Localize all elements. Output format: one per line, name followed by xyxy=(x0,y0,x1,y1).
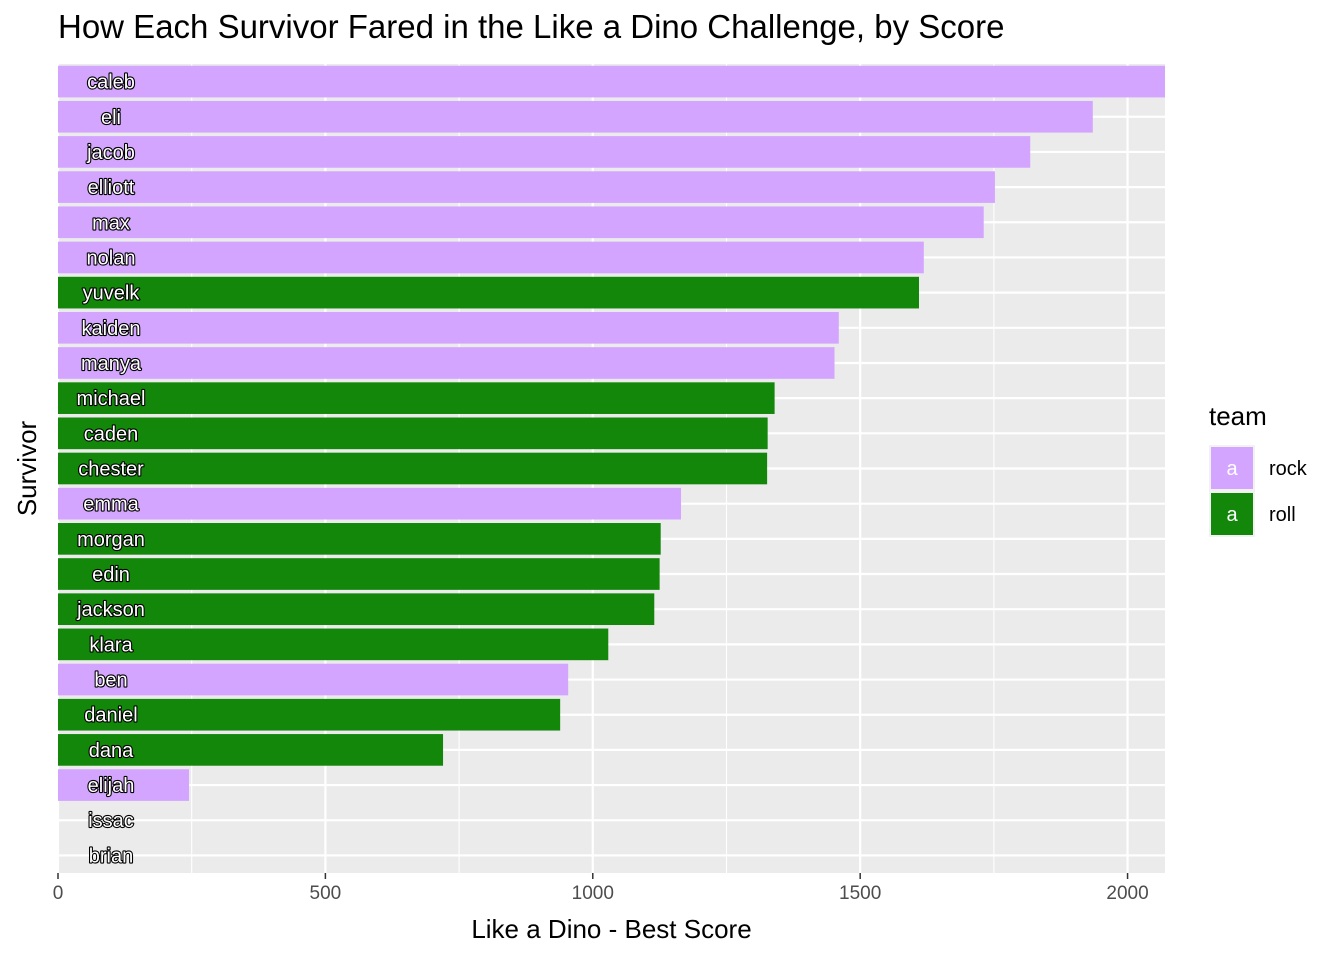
legend-label-roll: roll xyxy=(1269,504,1296,526)
bar-chester xyxy=(58,452,768,485)
bar-label: chester xyxy=(78,459,144,481)
y-axis-title: Survivor xyxy=(12,420,42,516)
bar-yuvelk xyxy=(58,276,919,309)
x-axis: 0 500 1000 1500 2000 xyxy=(53,873,1149,904)
bar-label: klara xyxy=(89,634,133,656)
bar-michael xyxy=(58,382,775,414)
bar-label: michael xyxy=(77,388,146,410)
bar-label: brian xyxy=(89,845,133,867)
chart-title: How Each Survivor Fared in the Like a Di… xyxy=(58,8,1005,45)
bar-ben xyxy=(58,663,569,696)
bar-label: morgan xyxy=(77,529,145,551)
legend-label-rock: rock xyxy=(1269,458,1308,480)
bar-elijah xyxy=(58,769,190,801)
bar-label: eli xyxy=(101,107,121,129)
bar-daniel xyxy=(58,698,561,731)
legend-key-rock xyxy=(1211,447,1253,489)
bar-label: elijah xyxy=(88,775,135,797)
legend: team a rock a roll xyxy=(1209,401,1308,537)
bar-elliott xyxy=(58,171,995,203)
bar-label: emma xyxy=(83,494,139,516)
bar-eli xyxy=(58,100,1093,133)
x-tick-label: 1000 xyxy=(572,883,614,904)
legend-key-roll xyxy=(1211,493,1253,535)
legend-key-letter: a xyxy=(1226,458,1238,480)
legend-key-letter: a xyxy=(1226,504,1238,526)
legend-title: team xyxy=(1209,401,1267,431)
bar-label: jacob xyxy=(86,142,135,164)
bar-jackson xyxy=(58,593,655,626)
bar-label: issac xyxy=(88,810,134,832)
bar-label: caden xyxy=(84,423,139,445)
bar-klara xyxy=(58,628,609,661)
bar-label: ben xyxy=(94,670,127,692)
bar-label: daniel xyxy=(84,705,137,727)
bar-label: kaiden xyxy=(82,318,141,340)
bar-dana xyxy=(58,734,444,766)
bar-labels: caleb eli jacob elliott max nolan yuvelk kaiden… xyxy=(75,70,147,868)
bar-edin xyxy=(58,558,660,590)
bar-morgan xyxy=(58,523,661,555)
bar-jacob xyxy=(58,136,1031,168)
x-axis-title: Like a Dino - Best Score xyxy=(471,914,751,944)
bar-caden xyxy=(58,417,768,450)
bar-label: jackson xyxy=(76,599,145,621)
bar-kaiden xyxy=(58,311,839,344)
bar-label: elliott xyxy=(88,177,135,199)
bar-label: dana xyxy=(89,740,134,762)
bar-label: edin xyxy=(92,564,130,586)
bar-label: caleb xyxy=(87,72,135,94)
bar-manya xyxy=(58,347,835,379)
bar-label: max xyxy=(92,212,130,234)
bar-emma xyxy=(58,487,682,520)
bar-label: nolan xyxy=(87,247,136,269)
x-tick-label: 2000 xyxy=(1106,883,1148,904)
x-tick-label: 500 xyxy=(310,883,342,904)
bar-caleb xyxy=(58,65,1165,98)
bar-max xyxy=(58,206,984,239)
x-tick-label: 0 xyxy=(53,883,64,904)
bars xyxy=(58,65,1165,801)
bar-label: yuvelk xyxy=(83,283,141,305)
bar-label: manya xyxy=(81,353,142,375)
x-tick-label: 1500 xyxy=(839,883,881,904)
bar-nolan xyxy=(58,241,924,274)
